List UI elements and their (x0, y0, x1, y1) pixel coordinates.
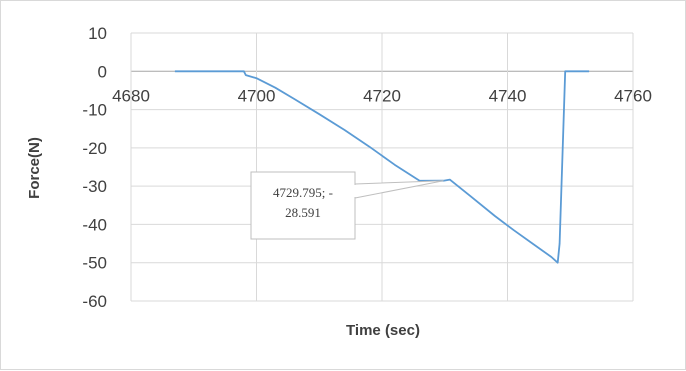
y-tick-label: -20 (82, 139, 107, 158)
x-tick-label: 4720 (363, 86, 401, 105)
y-tick-label: -60 (82, 292, 107, 311)
y-axis-title: Force(N) (26, 137, 43, 199)
x-tick-label: 4680 (112, 86, 150, 105)
x-tick-label: 4760 (614, 86, 652, 105)
callout-text-line1: 4729.795; - (273, 185, 333, 200)
callout-box (250, 171, 356, 240)
y-tick-label: -50 (82, 254, 107, 273)
x-tick-label: 4740 (489, 86, 527, 105)
x-tick-label: 4700 (238, 86, 276, 105)
tick-labels: 10 0 -10 -20 -30 -40 -50 -60 4680 4700 4720 4740 476… (82, 24, 651, 311)
callout-layer: 4729.795; - 28.591 (250, 171, 444, 240)
callout-pointer (354, 180, 444, 199)
y-tick-label: 0 (98, 62, 107, 81)
y-tick-label: -40 (82, 215, 107, 234)
callout-text-line2: 28.591 (285, 205, 321, 220)
x-axis-title: Time (sec) (346, 322, 420, 339)
y-tick-label: -10 (82, 101, 107, 120)
y-tick-label: -30 (82, 177, 107, 196)
y-tick-label: 10 (88, 24, 107, 43)
